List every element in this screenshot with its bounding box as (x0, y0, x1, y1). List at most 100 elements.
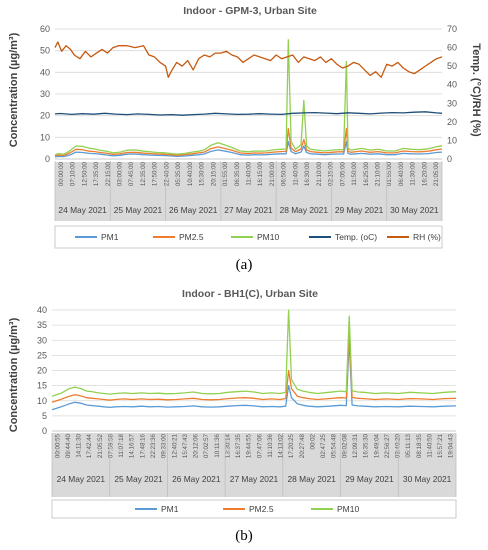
y-tick-label: 0 (45, 154, 50, 164)
x-tick-label: 06:50:00 (281, 161, 288, 186)
x-tick-label: 21:05:00 (433, 161, 440, 186)
x-tick-label: 16:30:00 (304, 161, 311, 186)
x-tick-label: 17:35:00 (93, 161, 100, 186)
series-pm2-5 (51, 327, 457, 403)
x-tick-label: 17:20:25 (288, 433, 295, 458)
x-tick-label: 14:13:02 (278, 433, 285, 458)
x-tick-label: 06:40:00 (398, 161, 405, 186)
x-tick-label: 22:23:36 (150, 433, 157, 458)
x-tick-label: 02:47:25 (320, 433, 327, 458)
x-tick-label: 08:18:35 (416, 433, 423, 458)
legend-label: PM2.5 (179, 232, 204, 242)
day-label: 30 May 2021 (403, 474, 452, 484)
x-tick-label: 17:42:44 (86, 433, 93, 458)
x-tick-label: 20:15:00 (210, 161, 217, 186)
x-tick-label: 19:49:04 (373, 433, 380, 458)
x-tick-label: 11:10:36 (267, 433, 274, 457)
x-tick-label: 16:25:00 (363, 161, 370, 186)
y-tick-label: 15 (37, 381, 47, 391)
x-tick-label: 16:20:00 (421, 161, 428, 186)
panel-b: Indoor - BH1(C), Urban Site Concentratio… (8, 288, 457, 544)
x-tick-label: 07:10:00 (70, 161, 77, 186)
x-tick-label: 11:07:18 (118, 433, 125, 457)
x-tick-label: 12:35:00 (140, 161, 147, 186)
x-tick-label: 07:47:06 (256, 433, 263, 458)
legend-label: RH (%) (413, 232, 441, 242)
panel-label-b: (b) (235, 528, 253, 544)
y2-tick-label: 10 (447, 135, 457, 145)
y-tick-label: 40 (40, 67, 50, 77)
x-tick-label: 11:40:00 (246, 161, 253, 185)
x-tick-label: 21:00:00 (269, 161, 276, 186)
x-tick-label: 21:10:00 (375, 161, 382, 186)
y-tick-label: 5 (42, 411, 47, 421)
chart-title-b: Indoor - BH1(C), Urban Site (182, 288, 318, 300)
y-tick-label: 30 (37, 335, 47, 345)
legend-label: PM2.5 (249, 504, 274, 514)
y2-tick-label: 20 (447, 117, 457, 127)
x-tick-label: 03:00:00 (117, 161, 124, 186)
x-tick-label: 17:50:00 (152, 161, 159, 186)
x-tick-label: 17:48:16 (139, 433, 146, 458)
x-tick-label: 16:15:00 (257, 161, 264, 186)
y2-tick-label: 50 (447, 61, 457, 71)
series-temp-oc (54, 111, 443, 116)
x-tick-label: 19:44:55 (246, 433, 253, 458)
x-tick-label: 11:50:00 (351, 161, 358, 185)
y-tick-label: 10 (40, 132, 50, 142)
y-tick-label: 30 (40, 89, 50, 99)
x-tick-label: 22:56:27 (384, 433, 391, 458)
x-tick-label: 14:16:57 (129, 433, 136, 458)
x-axis-band-a (55, 162, 442, 221)
x-tick-label: 12:50:00 (81, 161, 88, 186)
x-tick-label: 00:00:00 (58, 161, 65, 186)
x-tick-label: 12:40:21 (171, 433, 178, 458)
y2-axis-label-a: Temp. (°C)/RH (%) (470, 43, 482, 137)
series-rh (54, 41, 443, 78)
legend-label: PM1 (101, 232, 119, 242)
day-label: 29 May 2021 (335, 205, 384, 215)
x-tick-label: 15:30:00 (199, 161, 206, 186)
x-tick-label: 20:27:48 (299, 433, 306, 458)
panel-label-a: (a) (236, 257, 253, 273)
y2-tick-label: 0 (447, 154, 452, 164)
x-tick-label: 12:09:31 (352, 433, 359, 458)
legend-b (51, 499, 457, 519)
x-tick-label: 05:35:00 (175, 161, 182, 186)
series-pm1 (51, 339, 457, 411)
x-tick-label: 11:30:00 (410, 161, 417, 185)
chart-title-a: Indoor - GPM-3, Urban Site (183, 5, 317, 17)
legend-label: PM10 (337, 504, 359, 514)
series-pm10 (51, 309, 457, 397)
x-tick-label: 15:47:43 (182, 433, 189, 458)
y-axis-label-a: Concentration (µg/m³) (8, 32, 20, 147)
x-tick-label: 07:59:58 (108, 433, 115, 458)
y-tick-label: 60 (40, 24, 50, 34)
day-label: 26 May 2021 (172, 474, 221, 484)
x-tick-label: 09:02:08 (341, 433, 348, 458)
x-tick-label: 07:05:00 (339, 161, 346, 186)
series-pm10 (54, 39, 443, 156)
y-axis-label-b: Concentration (µg/m³) (8, 317, 20, 432)
x-tick-label: 05:54:48 (331, 433, 338, 458)
legend-label: PM10 (257, 232, 279, 242)
day-label: 30 May 2021 (390, 205, 439, 215)
x-tick-label: 10:40:00 (187, 161, 194, 186)
y-tick-label: 20 (40, 111, 50, 121)
panel-a: Indoor - GPM-3, Urban Site Concentration… (8, 5, 482, 273)
x-tick-label: 22:40:00 (163, 161, 170, 186)
x-tick-label: 14:11:30 (76, 433, 83, 457)
x-tick-label: 09:44:40 (65, 433, 72, 458)
legend-label: PM1 (161, 504, 179, 514)
x-tick-label: 09:33:00 (161, 433, 168, 458)
y-tick-label: 20 (37, 366, 47, 376)
day-label: 25 May 2021 (114, 205, 163, 215)
x-tick-label: 05:11:13 (405, 433, 412, 457)
y-tick-label: 0 (42, 426, 47, 436)
x-tick-label: 10:11:36 (214, 433, 221, 457)
y-tick-label: 10 (37, 396, 47, 406)
day-label: 27 May 2021 (230, 474, 279, 484)
y2-tick-label: 40 (447, 80, 457, 90)
x-tick-label: 16:37:35 (235, 433, 242, 458)
x-tick-label: 22:15:00 (105, 161, 112, 186)
